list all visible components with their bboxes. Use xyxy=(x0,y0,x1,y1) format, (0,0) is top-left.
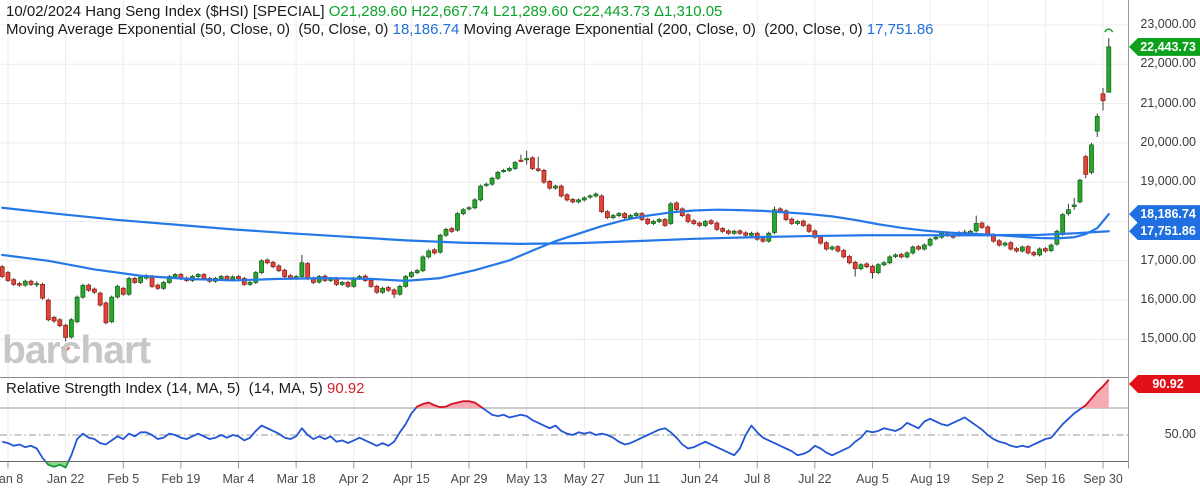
low-marker xyxy=(60,346,71,352)
rsi-axis-label: 50.00 xyxy=(1164,427,1196,441)
ema200-label: Moving Average Exponential (200, Close, … xyxy=(463,21,867,38)
date-axis-label: May 13 xyxy=(506,472,548,486)
header-line-1: 10/02/2024 Hang Seng Index ($HSI) [SPECI… xyxy=(6,3,722,20)
barchart-watermark-logo: barchart xyxy=(2,329,151,372)
quote-date: 10/02/2024 xyxy=(6,3,86,20)
rsi-indicator-label: Relative Strength Index (14, MA, 5) (14,… xyxy=(6,380,365,397)
price-axis-label: 15,000.00 xyxy=(1140,331,1196,346)
price-axis-label: 21,000.00 xyxy=(1140,95,1196,110)
ema50-line xyxy=(1,208,1110,282)
symbol-title: Hang Seng Index ($HSI) [SPECIAL] xyxy=(85,3,329,20)
date-axis-label: Feb 5 xyxy=(107,472,140,486)
date-axis-label: Aug 5 xyxy=(856,472,889,486)
price-axis-label: 19,000.00 xyxy=(1140,174,1196,189)
rsi-label-text: Relative Strength Index (14, MA, 5) (14,… xyxy=(6,380,327,397)
header-line-2: Moving Average Exponential (50, Close, 0… xyxy=(6,21,934,38)
candles-layer xyxy=(0,38,1112,342)
price-axis-label: 20,000.00 xyxy=(1140,134,1196,149)
price-axis-label: 16,000.00 xyxy=(1140,292,1196,307)
date-axis-label: Jan 8 xyxy=(0,472,24,486)
date-axis-label: Jan 22 xyxy=(46,472,85,486)
ema50-value: 18,186.74 xyxy=(392,21,460,38)
ema50-badge: 18,186.74 xyxy=(1129,205,1200,224)
rsi-label-value: 90.92 xyxy=(326,380,365,397)
price-axis-label: 23,000.00 xyxy=(1140,17,1196,31)
ema200-line xyxy=(1,206,1110,246)
ema200-value: 17,751.86 xyxy=(866,21,934,38)
ema50-label: Moving Average Exponential (50, Close, 0… xyxy=(6,21,393,38)
date-axis-label: Aug 19 xyxy=(910,472,950,486)
price-axis-label: 22,000.00 xyxy=(1140,56,1196,71)
date-axis-label: Apr 2 xyxy=(338,472,369,486)
date-axis-label: Jun 11 xyxy=(623,472,661,486)
date-axis-label: Jun 24 xyxy=(680,472,719,486)
date-axis-label: Apr 29 xyxy=(450,472,488,486)
date-axis-label: Sep 16 xyxy=(1025,472,1066,486)
date-axis-label: Jul 22 xyxy=(798,472,832,486)
date-axis-label: Sep 30 xyxy=(1083,472,1123,486)
date-axis-label: Apr 15 xyxy=(392,472,430,486)
date-axis-label: Feb 19 xyxy=(161,472,201,486)
ema200-badge: 17,751.86 xyxy=(1129,222,1200,241)
rsi-badge: 90.92 xyxy=(1129,375,1200,393)
date-axis-label: May 27 xyxy=(563,472,605,486)
date-axis-label: Mar 18 xyxy=(276,472,316,486)
rsi-line xyxy=(1,379,1110,469)
price-axis-label: 17,000.00 xyxy=(1140,252,1196,267)
date-axis-label: Sep 2 xyxy=(971,472,1005,486)
ohlc-values: O21,289.60 H22,667.74 L21,289.60 C22,443… xyxy=(328,3,723,20)
last-price-badge: 22,443.73 xyxy=(1129,37,1200,56)
high-marker xyxy=(1104,28,1114,33)
date-axis-label: Jul 8 xyxy=(744,472,771,486)
date-axis-label: Mar 4 xyxy=(222,472,255,486)
